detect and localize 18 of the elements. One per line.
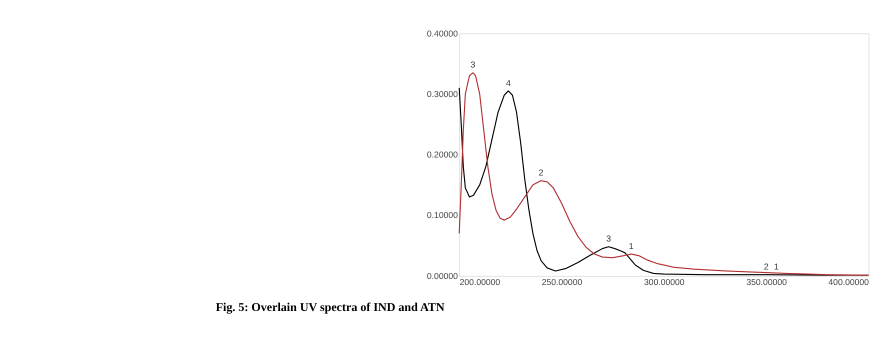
y-tick-label: 0.10000 <box>426 210 458 220</box>
x-tick-label: 250.00000 <box>542 276 582 287</box>
x-tick-label: 300.00000 <box>644 276 685 287</box>
annotation: 1 <box>628 240 634 251</box>
y-tick-label: 0.00000 <box>426 270 458 281</box>
x-tick-label: 200.00000 <box>460 276 500 287</box>
text: Fig. 5: Overlain UV spectra of IND and ATN <box>216 300 445 314</box>
annotation: 3 <box>606 234 612 244</box>
y-tick-label: 0.30000 <box>426 88 458 99</box>
x-tick-label: 400.00000 <box>828 276 870 287</box>
annotation: 2 <box>538 168 544 178</box>
x-tick-label: 350.00000 <box>746 276 788 287</box>
y-tick-label: 0.20000 <box>426 150 458 160</box>
annotation: 3 <box>470 60 476 70</box>
annotation: 1 <box>774 261 780 272</box>
annotation: 2 <box>764 261 769 272</box>
y-tick-label: 0.40000 <box>426 28 458 38</box>
annotation: 4 <box>506 78 511 88</box>
